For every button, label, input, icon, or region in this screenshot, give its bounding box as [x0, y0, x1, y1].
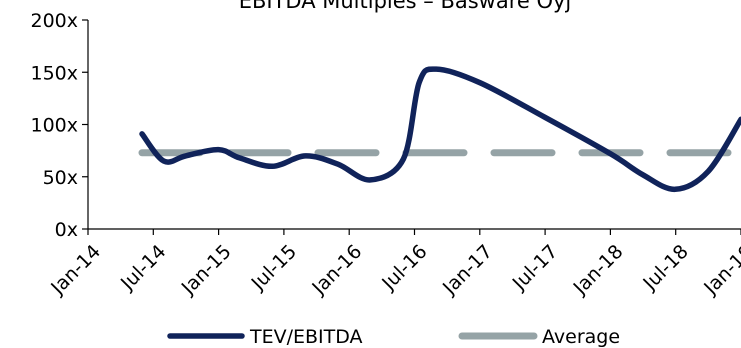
- x-tick-label: Jan-19: [699, 241, 741, 300]
- y-tick-label: 100x: [30, 115, 78, 137]
- x-tick-label: Jan-14: [46, 241, 105, 300]
- x-tick-label: Jul-14: [116, 241, 170, 295]
- y-tick-label: 50x: [43, 167, 78, 189]
- x-tick-label: Jul-15: [247, 241, 301, 295]
- x-tick-label: Jan-18: [569, 241, 628, 300]
- series-line-tev-ebitda: [139, 66, 741, 193]
- x-tick-label: Jul-16: [377, 241, 431, 295]
- x-tick-label: Jul-18: [638, 241, 692, 295]
- x-tick-label: Jan-16: [307, 241, 366, 300]
- x-tick-label: Jan-15: [177, 241, 236, 300]
- x-tick-label: Jan-17: [438, 241, 497, 300]
- x-tick-label: Jul-17: [508, 241, 562, 295]
- chart-title: EBITDA Multiples – Basware Oyj: [239, 0, 572, 13]
- y-tick-label: 150x: [30, 62, 78, 84]
- y-tick-label: 200x: [30, 10, 78, 32]
- legend: TEV/EBITDA Average: [167, 326, 620, 348]
- y-tick-label: 0x: [55, 219, 78, 241]
- legend-label-average: Average: [542, 326, 620, 348]
- legend-label-tev-ebitda: TEV/EBITDA: [249, 326, 363, 348]
